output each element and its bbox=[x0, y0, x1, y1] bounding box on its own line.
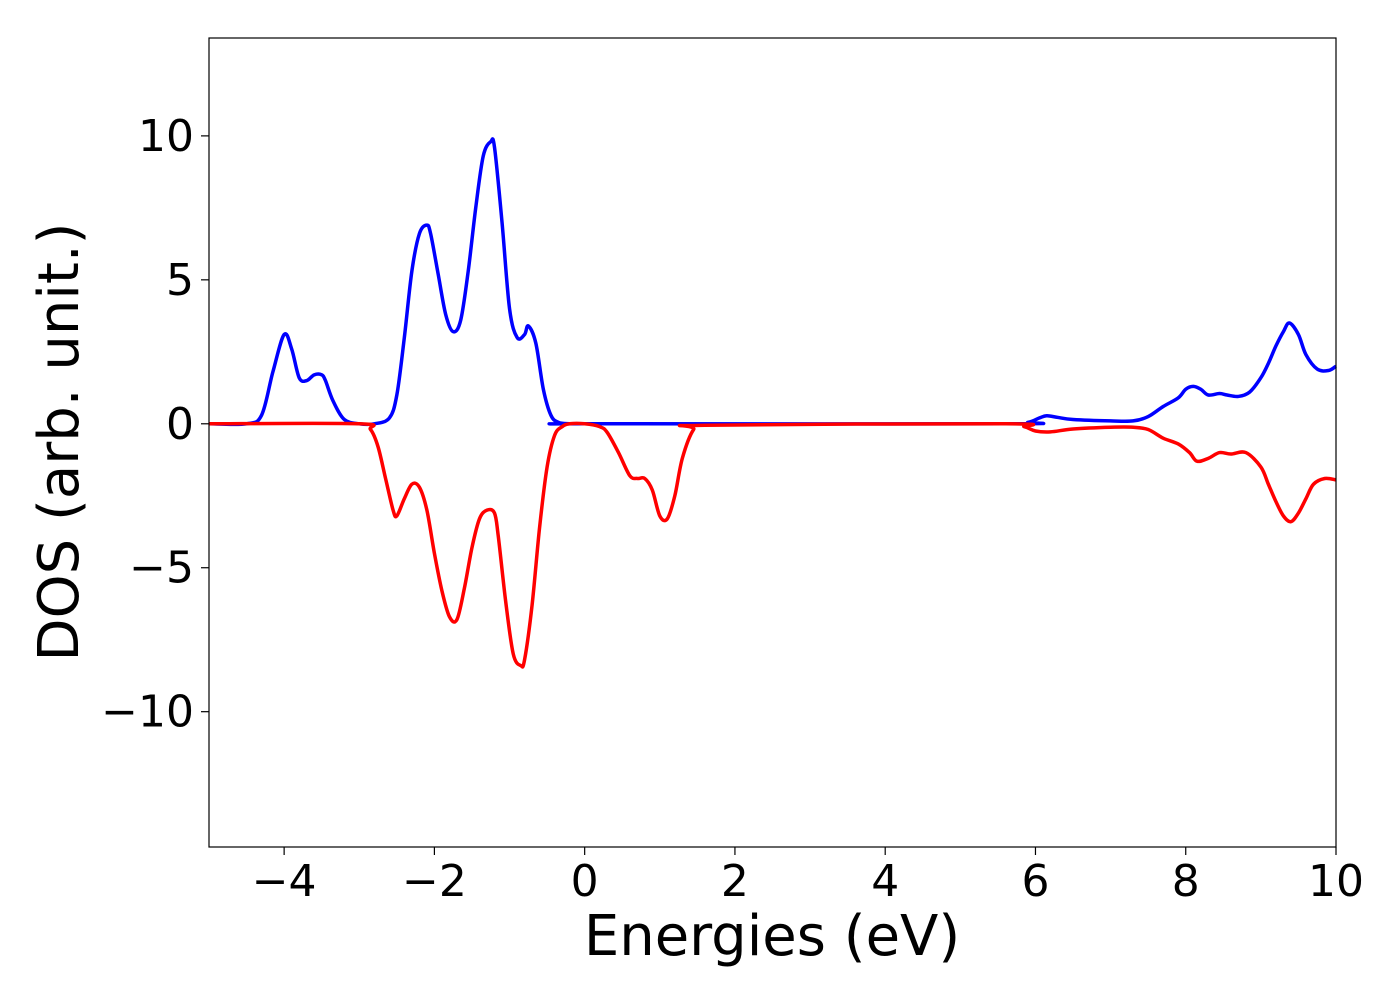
x-tick-label: −2 bbox=[402, 856, 467, 907]
y-axis-ticks: 10 5 0 −5 −10 bbox=[101, 111, 209, 738]
y-tick-label: 0 bbox=[166, 399, 194, 450]
series-line-2 bbox=[208, 421, 1337, 669]
x-tick-label: 4 bbox=[871, 856, 899, 907]
x-tick-label: 8 bbox=[1172, 856, 1200, 907]
series-layer bbox=[208, 137, 1337, 669]
y-tick-label: 10 bbox=[138, 111, 194, 162]
y-tick-label: 5 bbox=[166, 255, 194, 306]
x-tick-label: −4 bbox=[252, 856, 317, 907]
x-tick-label: 0 bbox=[571, 856, 599, 907]
y-tick-label: −5 bbox=[129, 543, 194, 594]
plot-frame bbox=[208, 37, 1337, 848]
x-tick-label: 6 bbox=[1021, 856, 1049, 907]
series-line-1 bbox=[208, 137, 1337, 427]
y-axis-label: DOS (arb. unit.) bbox=[27, 222, 92, 661]
x-axis-label: Energies (eV) bbox=[584, 904, 960, 969]
x-tick-label: 10 bbox=[1308, 856, 1364, 907]
x-tick-label: 2 bbox=[721, 856, 749, 907]
y-tick-label: −10 bbox=[101, 687, 194, 738]
x-axis-ticks: −4 −2 0 2 4 6 8 10 bbox=[252, 847, 1364, 907]
